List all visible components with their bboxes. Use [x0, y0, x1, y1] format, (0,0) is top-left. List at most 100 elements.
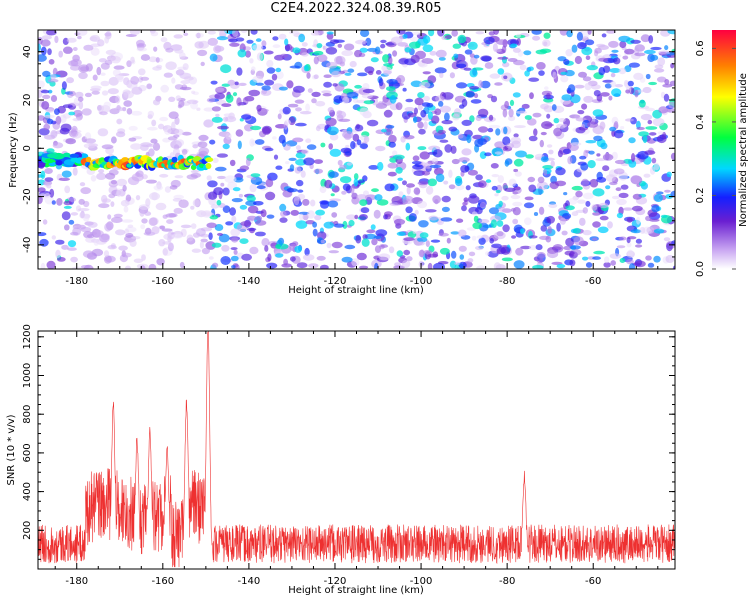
spectrogram-cell	[592, 256, 601, 260]
spectrogram-cell	[642, 134, 648, 144]
spectrogram-cell	[453, 53, 459, 59]
spectrogram-cell	[404, 47, 412, 53]
spectrogram-cell	[380, 39, 387, 44]
spectrogram-cell	[461, 148, 472, 156]
spectrogram-cell	[653, 162, 660, 171]
spectrogram-cell	[504, 100, 509, 109]
x-tick-label: -120	[324, 576, 347, 587]
spectrogram-cell	[563, 192, 568, 196]
spectrogram-cell	[284, 38, 289, 46]
spectrogram-cell	[77, 208, 90, 212]
spectrogram-cell	[195, 228, 206, 237]
spectrogram-cell	[497, 175, 504, 184]
spectrogram-cell	[488, 124, 501, 129]
colorbar-tick-label: 0.4	[695, 114, 706, 130]
spectrogram-cell	[272, 36, 279, 41]
spectrogram-cell	[261, 40, 267, 47]
spectrogram-cell	[403, 249, 411, 256]
spectrogram-cell	[427, 75, 437, 84]
spectrogram-cell	[275, 244, 281, 249]
spectrogram-cell	[351, 192, 358, 200]
spectrogram-cell	[610, 72, 616, 78]
spectrogram-cell	[275, 165, 283, 170]
spectrogram-cell	[209, 215, 219, 220]
spectrogram-cell	[266, 214, 275, 219]
spectrogram-cell	[432, 251, 438, 258]
spectrogram-cell	[574, 55, 583, 65]
spectrogram-cell	[585, 55, 591, 60]
spectrogram-cell	[651, 204, 660, 213]
spectrogram-cell	[336, 110, 343, 115]
spectrogram-cell	[327, 200, 339, 208]
spectrogram-cell	[214, 92, 225, 100]
spectrogram-cell	[266, 67, 276, 74]
spectrogram-cell	[173, 134, 180, 138]
spectrogram-cell	[562, 148, 572, 154]
spectrogram-cell	[73, 97, 79, 106]
spectrogram-cell	[150, 31, 159, 37]
spectrogram-cell	[70, 231, 79, 236]
spectrogram-cell	[329, 39, 340, 44]
spectrogram-cell	[107, 214, 112, 220]
spectrogram-cell	[408, 41, 421, 49]
spectrogram-cell	[155, 57, 160, 63]
spectrogram-cell	[305, 138, 312, 143]
spectrogram-cell	[615, 187, 622, 192]
spectrogram-cell	[585, 200, 591, 207]
spectrogram-cell	[510, 43, 518, 48]
spectrogram-cell	[513, 133, 519, 138]
spectrogram-cell	[424, 209, 437, 213]
spectrogram-cell	[385, 125, 395, 129]
spectrogram-cell	[69, 90, 76, 97]
spectrogram-cell	[305, 103, 310, 112]
spectrogram-cell	[160, 84, 169, 93]
spectrogram-cell	[131, 110, 143, 116]
spectrogram-cell	[148, 56, 158, 63]
spectrogram-cell	[205, 241, 216, 250]
spectrogram-cell	[396, 231, 406, 236]
spectrogram-cell	[240, 30, 248, 34]
spectrogram-cell	[380, 43, 386, 49]
spectrogram-cell	[96, 66, 102, 76]
spectrogram-cell	[378, 78, 384, 87]
spectrogram-cell	[45, 109, 55, 113]
spectrogram-cell	[603, 262, 611, 268]
spectrogram-cell	[539, 139, 544, 148]
spectrogram-cell	[665, 255, 675, 263]
spectrogram-cell	[44, 114, 55, 119]
spectrogram-cell	[40, 170, 46, 179]
spectrogram-cell	[449, 72, 455, 79]
spectrogram-cell	[316, 255, 326, 261]
spectrogram-cell	[356, 139, 362, 146]
spectrogram-cell	[235, 37, 245, 42]
spectrogram-cell	[598, 67, 606, 76]
spectrogram-cell	[292, 47, 301, 54]
spectrogram-cell	[634, 89, 639, 98]
spectrogram-cell	[593, 135, 603, 142]
spectrogram-cell	[433, 262, 445, 269]
spectrogram-cell	[128, 125, 138, 131]
spectrogram-cell	[40, 262, 46, 269]
spectrogram-cell	[212, 262, 219, 268]
spectrogram-cell	[256, 185, 266, 190]
spectrogram-cell	[467, 41, 478, 50]
spectrogram-cell	[147, 126, 158, 131]
spectrogram-cell	[627, 80, 634, 87]
spectrogram-cell	[523, 50, 532, 56]
spectrogram-cell	[250, 177, 257, 181]
spectrogram-cell	[583, 149, 589, 159]
spectrogram-cell	[97, 128, 109, 137]
spectrogram-cell	[552, 244, 564, 253]
spectrogram-cell	[431, 157, 439, 164]
spectrogram-cell	[656, 134, 667, 144]
spectrogram-cell	[267, 172, 278, 181]
spectrogram-cell	[502, 108, 508, 118]
spectrogram-cell	[182, 63, 189, 71]
spectrogram-cell	[468, 251, 476, 257]
spectrogram-cell	[479, 151, 487, 160]
spectrogram-cell	[587, 160, 596, 169]
spectrogram-cell	[545, 235, 552, 243]
colorbar-tick-label: 0.0	[695, 261, 706, 277]
spectrogram-cell	[160, 37, 168, 43]
spectrogram-cell	[211, 106, 221, 112]
